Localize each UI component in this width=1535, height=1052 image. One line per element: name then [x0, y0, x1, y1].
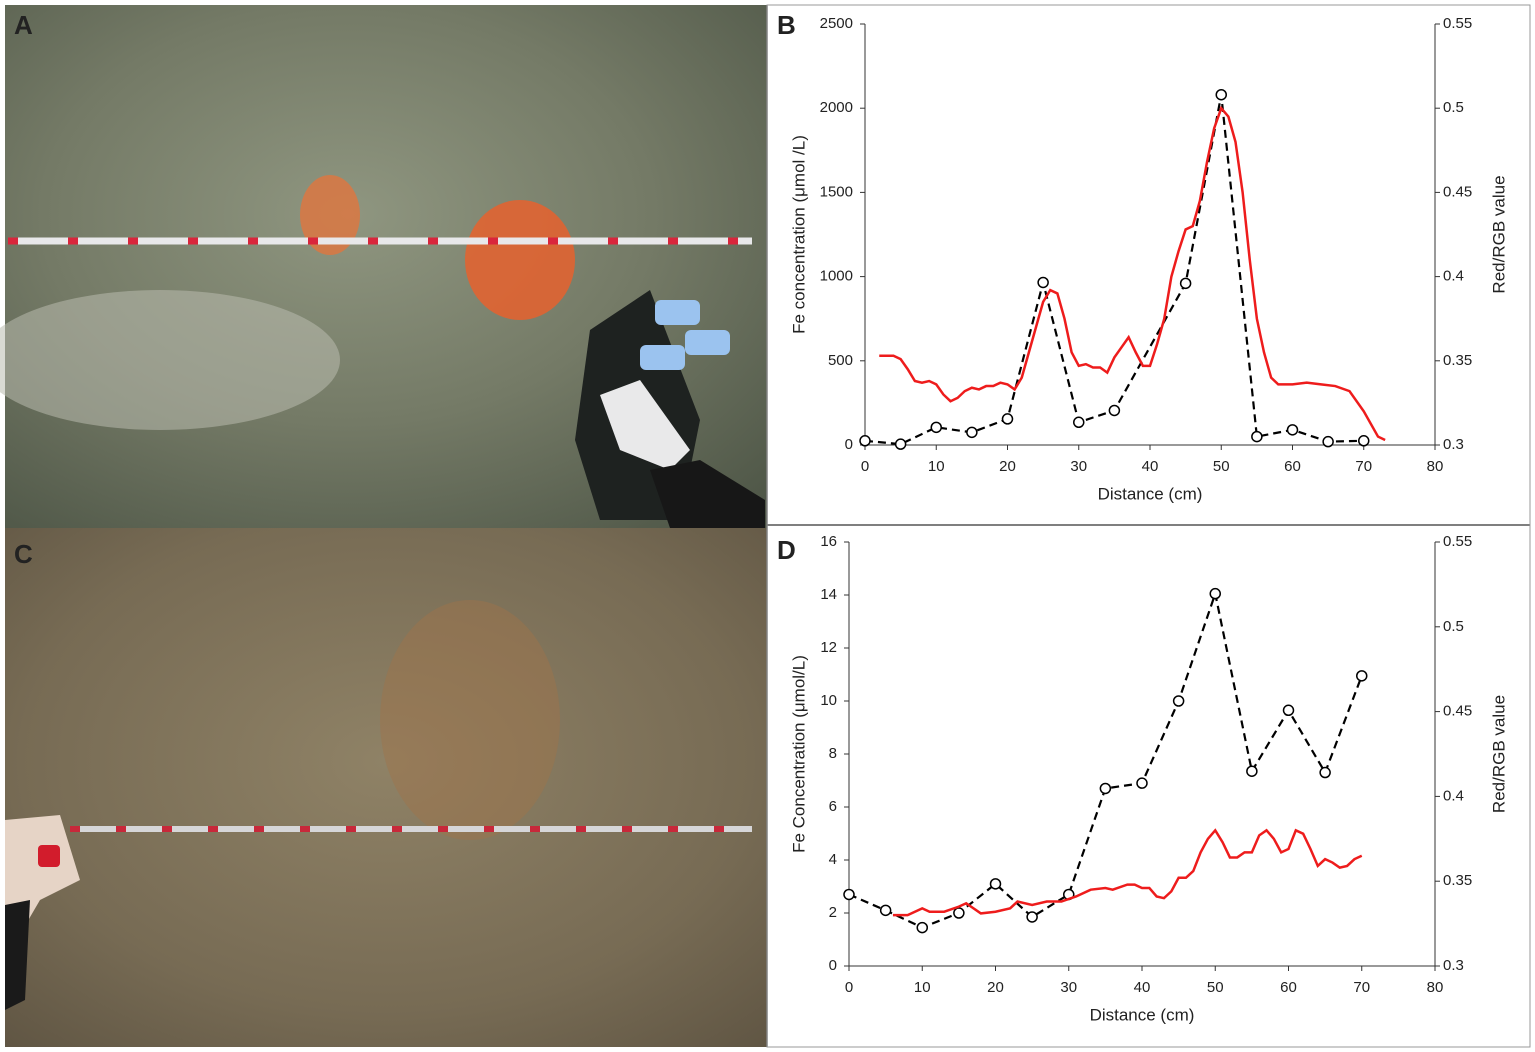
data-point — [1026, 911, 1038, 923]
data-point — [1319, 766, 1331, 779]
y-tick-label: 2 — [829, 904, 837, 921]
y2-tick-label: 0.55 — [1443, 15, 1472, 32]
data-point — [1037, 276, 1049, 289]
panel-label: B — [777, 10, 796, 40]
data-point — [859, 435, 871, 447]
x-tick-label: 30 — [1060, 979, 1077, 996]
data-point — [1286, 424, 1299, 436]
x-tick-label: 50 — [1213, 458, 1230, 475]
x-tick-label: 20 — [987, 979, 1004, 996]
y2-tick-label: 0.4 — [1443, 787, 1464, 804]
data-point — [1246, 765, 1258, 777]
x-tick-label: 20 — [999, 458, 1016, 475]
y-tick-label: 16 — [820, 533, 837, 550]
y-tick-label: 10 — [820, 692, 837, 709]
y-tick-label: 4 — [829, 851, 837, 868]
y-tick-label: 12 — [820, 639, 837, 656]
data-point — [1099, 782, 1112, 795]
y-tick-label: 2500 — [820, 15, 853, 32]
x-tick-label: 80 — [1427, 979, 1444, 996]
x-tick-label: 60 — [1284, 458, 1301, 475]
y2-tick-label: 0.5 — [1443, 99, 1464, 116]
y2-tick-label: 0.55 — [1443, 533, 1472, 550]
y-tick-label: 8 — [829, 745, 837, 762]
data-point — [1358, 435, 1370, 447]
x-tick-label: 70 — [1353, 979, 1370, 996]
data-point — [843, 888, 855, 901]
y2-axis-title: Red/RGB value — [1489, 175, 1508, 293]
data-point — [1282, 704, 1295, 717]
y2-tick-label: 0.4 — [1443, 268, 1464, 285]
data-point — [1136, 777, 1148, 789]
data-point — [953, 907, 965, 919]
y-axis-title: Fe Concentration (μmol/L) — [789, 655, 808, 853]
data-point — [916, 921, 928, 934]
x-tick-label: 0 — [845, 979, 853, 996]
panel-border — [766, 4, 1531, 1048]
data-point — [966, 426, 978, 439]
photo-a — [0, 5, 767, 528]
y-tick-label: 0 — [845, 436, 853, 453]
y2-axis-title: Red/RGB value — [1489, 695, 1508, 813]
photo-c — [5, 528, 767, 1047]
y-tick-label: 500 — [828, 352, 853, 369]
panel-label: C — [14, 539, 33, 569]
panel-label: D — [777, 535, 796, 565]
y2-tick-label: 0.45 — [1443, 183, 1472, 200]
x-tick-label: 50 — [1207, 979, 1224, 996]
data-point — [1001, 413, 1014, 425]
data-point — [1215, 88, 1227, 101]
panel-label: A — [14, 10, 33, 40]
data-point — [1108, 404, 1121, 417]
x-tick-label: 40 — [1142, 458, 1159, 475]
x-tick-label: 60 — [1280, 979, 1297, 996]
series-line — [864, 94, 1364, 446]
y-tick-label: 14 — [820, 586, 837, 603]
x-tick-label: 30 — [1070, 458, 1087, 475]
data-point — [1073, 416, 1085, 429]
series-line — [879, 105, 1386, 442]
data-point — [930, 421, 942, 434]
x-tick-label: 10 — [914, 979, 931, 996]
x-tick-label: 0 — [861, 458, 869, 475]
x-tick-label: 10 — [928, 458, 945, 475]
x-tick-label: 40 — [1134, 979, 1151, 996]
x-axis-title: Distance (cm) — [1098, 484, 1203, 503]
y-axis-title: Fe concentration (μmol /L) — [789, 135, 808, 334]
y-tick-label: 1500 — [820, 183, 853, 200]
series-line — [848, 589, 1363, 929]
x-tick-label: 70 — [1355, 458, 1372, 475]
y-tick-label: 2000 — [820, 99, 853, 116]
data-point — [989, 878, 1002, 890]
data-point — [1322, 435, 1334, 448]
y-tick-label: 1000 — [820, 268, 853, 285]
y2-tick-label: 0.3 — [1443, 957, 1464, 974]
x-axis-title: Distance (cm) — [1090, 1005, 1195, 1024]
data-point — [1209, 587, 1221, 600]
y2-tick-label: 0.3 — [1443, 436, 1464, 453]
data-point — [1356, 670, 1368, 682]
x-tick-label: 80 — [1427, 458, 1444, 475]
data-point — [1251, 430, 1263, 443]
data-point — [1172, 695, 1185, 707]
y-tick-label: 0 — [829, 957, 837, 974]
y-tick-label: 6 — [829, 798, 837, 815]
data-point — [1179, 277, 1192, 290]
data-point — [879, 904, 892, 917]
y2-tick-label: 0.35 — [1443, 352, 1472, 369]
y2-tick-label: 0.5 — [1443, 618, 1464, 635]
series-line — [892, 828, 1363, 917]
y2-tick-label: 0.45 — [1443, 703, 1472, 720]
data-point — [894, 438, 907, 450]
y2-tick-label: 0.35 — [1443, 872, 1472, 889]
